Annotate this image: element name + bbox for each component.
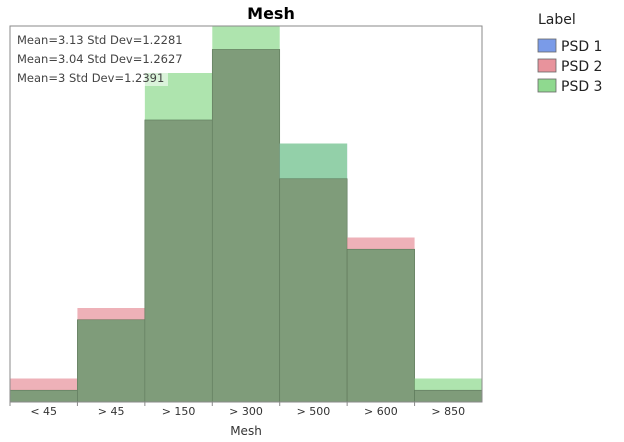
x-tick-label: < 45 (30, 405, 57, 418)
legend-label: PSD 2 (561, 59, 602, 75)
stat-line: Mean=3 Std Dev=1.2391 (17, 71, 164, 85)
x-tick-label: > 850 (431, 405, 465, 418)
stat-line: Mean=3.04 Std Dev=1.2627 (17, 52, 183, 66)
x-axis-label: Mesh (230, 424, 262, 438)
x-axis-ticks: < 45 > 45 > 150 > 300 > 500 > 600 > 850 (9, 402, 465, 418)
bar-overlap-top-1 (9, 389, 78, 403)
bar-overlap-top-7 (414, 389, 483, 403)
plot-frame (9, 25, 483, 403)
chart-title: Mesh (247, 4, 295, 23)
legend-label: PSD 1 (561, 39, 602, 55)
x-tick-label: > 45 (98, 405, 125, 418)
bar-overlap-top-3 (144, 119, 213, 403)
legend-label: PSD 3 (561, 79, 602, 95)
legend-swatch (537, 78, 557, 93)
legend-swatch (537, 38, 557, 53)
bar-overlap-top-5 (279, 178, 348, 403)
legend-title: Label (538, 12, 576, 28)
stat-line: Mean=3.13 Std Dev=1.2281 (17, 33, 183, 47)
bar-overlap-top-6 (346, 248, 415, 403)
legend-swatch (537, 58, 557, 73)
x-tick-label: > 150 (162, 405, 196, 418)
bar-overlap-top-4 (211, 49, 281, 403)
legend: Label PSD 1 PSD 2 PSD 3 (537, 12, 602, 95)
summary-stats: Mean=3.13 Std Dev=1.2281 Mean=3.04 Std De… (14, 30, 183, 86)
histogram-bars (9, 26, 483, 403)
x-tick-label: > 600 (364, 405, 398, 418)
stats-backdrop (14, 30, 168, 86)
x-tick-label: > 500 (297, 405, 331, 418)
x-tick-label: > 300 (229, 405, 263, 418)
bar-overlap-top-2 (77, 319, 146, 403)
